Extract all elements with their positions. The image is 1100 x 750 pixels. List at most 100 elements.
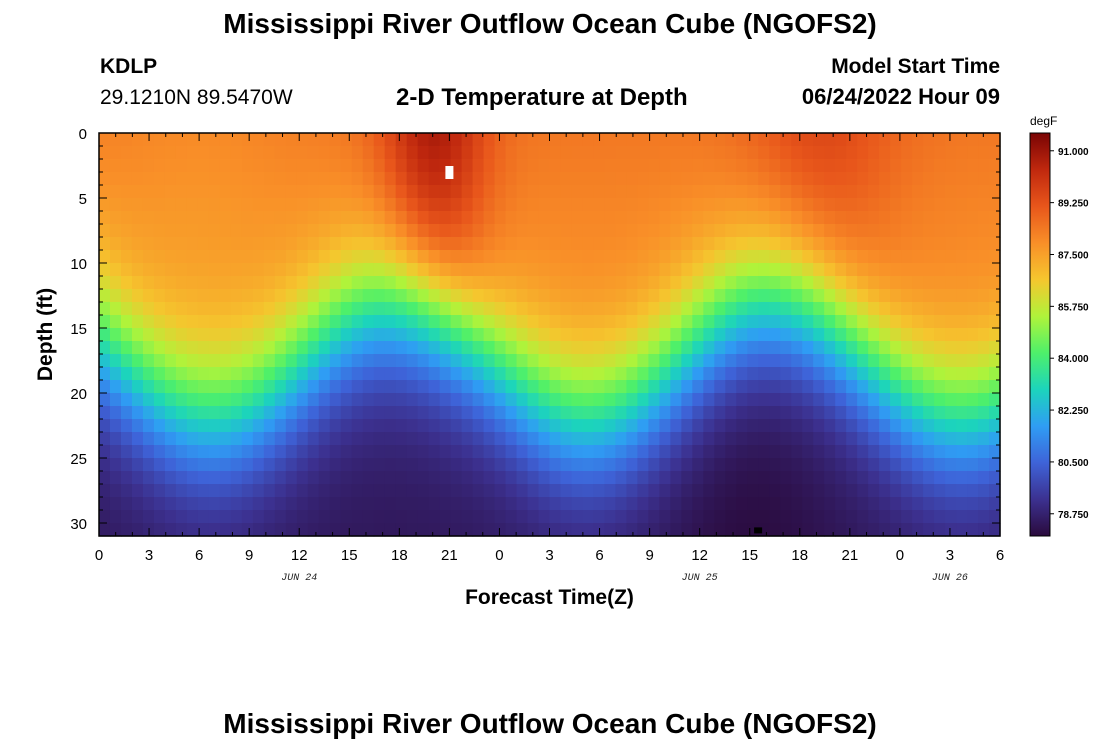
heatmap-cell — [582, 471, 595, 485]
heatmap-cell — [846, 276, 858, 290]
heatmap-cell — [571, 211, 584, 225]
heatmap-cell — [945, 315, 957, 329]
heatmap-cell — [549, 510, 562, 524]
heatmap-cell — [505, 237, 518, 251]
heatmap-cell — [450, 406, 463, 420]
heatmap-cell — [516, 497, 529, 511]
heatmap-cell — [780, 263, 792, 277]
heatmap-cell — [274, 406, 287, 420]
heatmap-cell — [142, 211, 155, 225]
heatmap-cell — [879, 172, 891, 186]
heatmap-cell — [780, 419, 792, 433]
heatmap-cell — [626, 289, 638, 303]
heatmap-cell — [296, 380, 309, 394]
heatmap-cell — [285, 471, 298, 485]
heatmap-cell — [846, 328, 858, 342]
heatmap-cell — [516, 237, 529, 251]
heatmap-cell — [120, 198, 133, 212]
heatmap-cell — [406, 497, 419, 511]
heatmap-cell — [703, 315, 715, 329]
heatmap-cell — [802, 250, 814, 264]
heatmap-cell — [142, 484, 155, 498]
heatmap-cell — [824, 185, 836, 199]
heatmap-cell — [901, 198, 913, 212]
heatmap-cell — [604, 523, 617, 537]
heatmap-cell — [131, 211, 144, 225]
heatmap-cell — [747, 276, 759, 290]
heatmap-cell — [846, 224, 858, 238]
heatmap-cell — [835, 406, 847, 420]
heatmap-cell — [648, 458, 660, 472]
heatmap-cell — [450, 510, 463, 524]
heatmap-cell — [725, 250, 737, 264]
heatmap-cell — [285, 380, 298, 394]
heatmap-cell — [912, 237, 924, 251]
heatmap-cell — [99, 341, 111, 355]
heatmap-cell — [384, 393, 397, 407]
heatmap-cell — [131, 250, 144, 264]
heatmap-cell — [406, 146, 419, 160]
heatmap-cell — [494, 406, 507, 420]
heatmap-cell — [549, 458, 562, 472]
heatmap-cell — [263, 471, 276, 485]
heatmap-cell — [681, 523, 693, 537]
heatmap-cell — [802, 328, 814, 342]
heatmap-cell — [945, 458, 957, 472]
heatmap-cell — [516, 432, 529, 446]
heatmap-cell — [395, 484, 408, 498]
heatmap-cell — [208, 406, 221, 420]
heatmap-cell — [560, 276, 573, 290]
heatmap-cell — [923, 185, 935, 199]
heatmap-cell — [956, 237, 968, 251]
heatmap-cell — [197, 328, 210, 342]
heatmap-cell — [538, 172, 551, 186]
heatmap-cell — [450, 341, 463, 355]
heatmap-cell — [307, 302, 320, 316]
colorbar: degF 91.00089.25087.50085.75084.00082.25… — [1029, 114, 1089, 537]
heatmap-cell — [747, 185, 759, 199]
heatmap-cell — [747, 302, 759, 316]
heatmap-cell — [912, 133, 924, 147]
heatmap-cell — [692, 172, 704, 186]
heatmap-cell — [274, 302, 287, 316]
heatmap-cell — [307, 237, 320, 251]
heatmap-cell — [99, 224, 111, 238]
heatmap-cell — [736, 523, 748, 537]
heatmap-cell — [747, 523, 759, 537]
heatmap-cell — [527, 367, 540, 381]
heatmap-cell — [362, 172, 375, 186]
heatmap-cell — [329, 419, 342, 433]
colorbar-tick-label: 78.750 — [1058, 510, 1089, 521]
heatmap-cell — [802, 445, 814, 459]
heatmap-cell — [142, 289, 155, 303]
heatmap-cell — [461, 159, 474, 173]
heatmap-cell — [824, 497, 836, 511]
heatmap-cell — [769, 289, 781, 303]
heatmap-cell — [197, 354, 210, 368]
heatmap-cell — [472, 172, 485, 186]
heatmap-cell — [472, 237, 485, 251]
heatmap-cell — [219, 302, 232, 316]
heatmap-cell — [648, 263, 660, 277]
heatmap-cell — [637, 380, 649, 394]
heatmap-cell — [99, 328, 111, 342]
heatmap-cell — [923, 133, 935, 147]
heatmap-cell — [527, 315, 540, 329]
heatmap-cell — [175, 276, 188, 290]
heatmap-cell — [373, 328, 386, 342]
heatmap-cell — [340, 224, 353, 238]
heatmap-cell — [472, 367, 485, 381]
heatmap-cell — [901, 445, 913, 459]
heatmap-cell — [263, 224, 276, 238]
heatmap-cell — [945, 133, 957, 147]
heatmap-cell — [329, 224, 342, 238]
heatmap-cell — [516, 198, 529, 212]
heatmap-cell — [362, 367, 375, 381]
heatmap-cell — [846, 393, 858, 407]
heatmap-cell — [120, 159, 133, 173]
heatmap-cell — [791, 419, 803, 433]
heatmap-cell — [758, 159, 770, 173]
heatmap-cell — [868, 237, 880, 251]
heatmap-cell — [681, 276, 693, 290]
heatmap-cell — [230, 445, 243, 459]
